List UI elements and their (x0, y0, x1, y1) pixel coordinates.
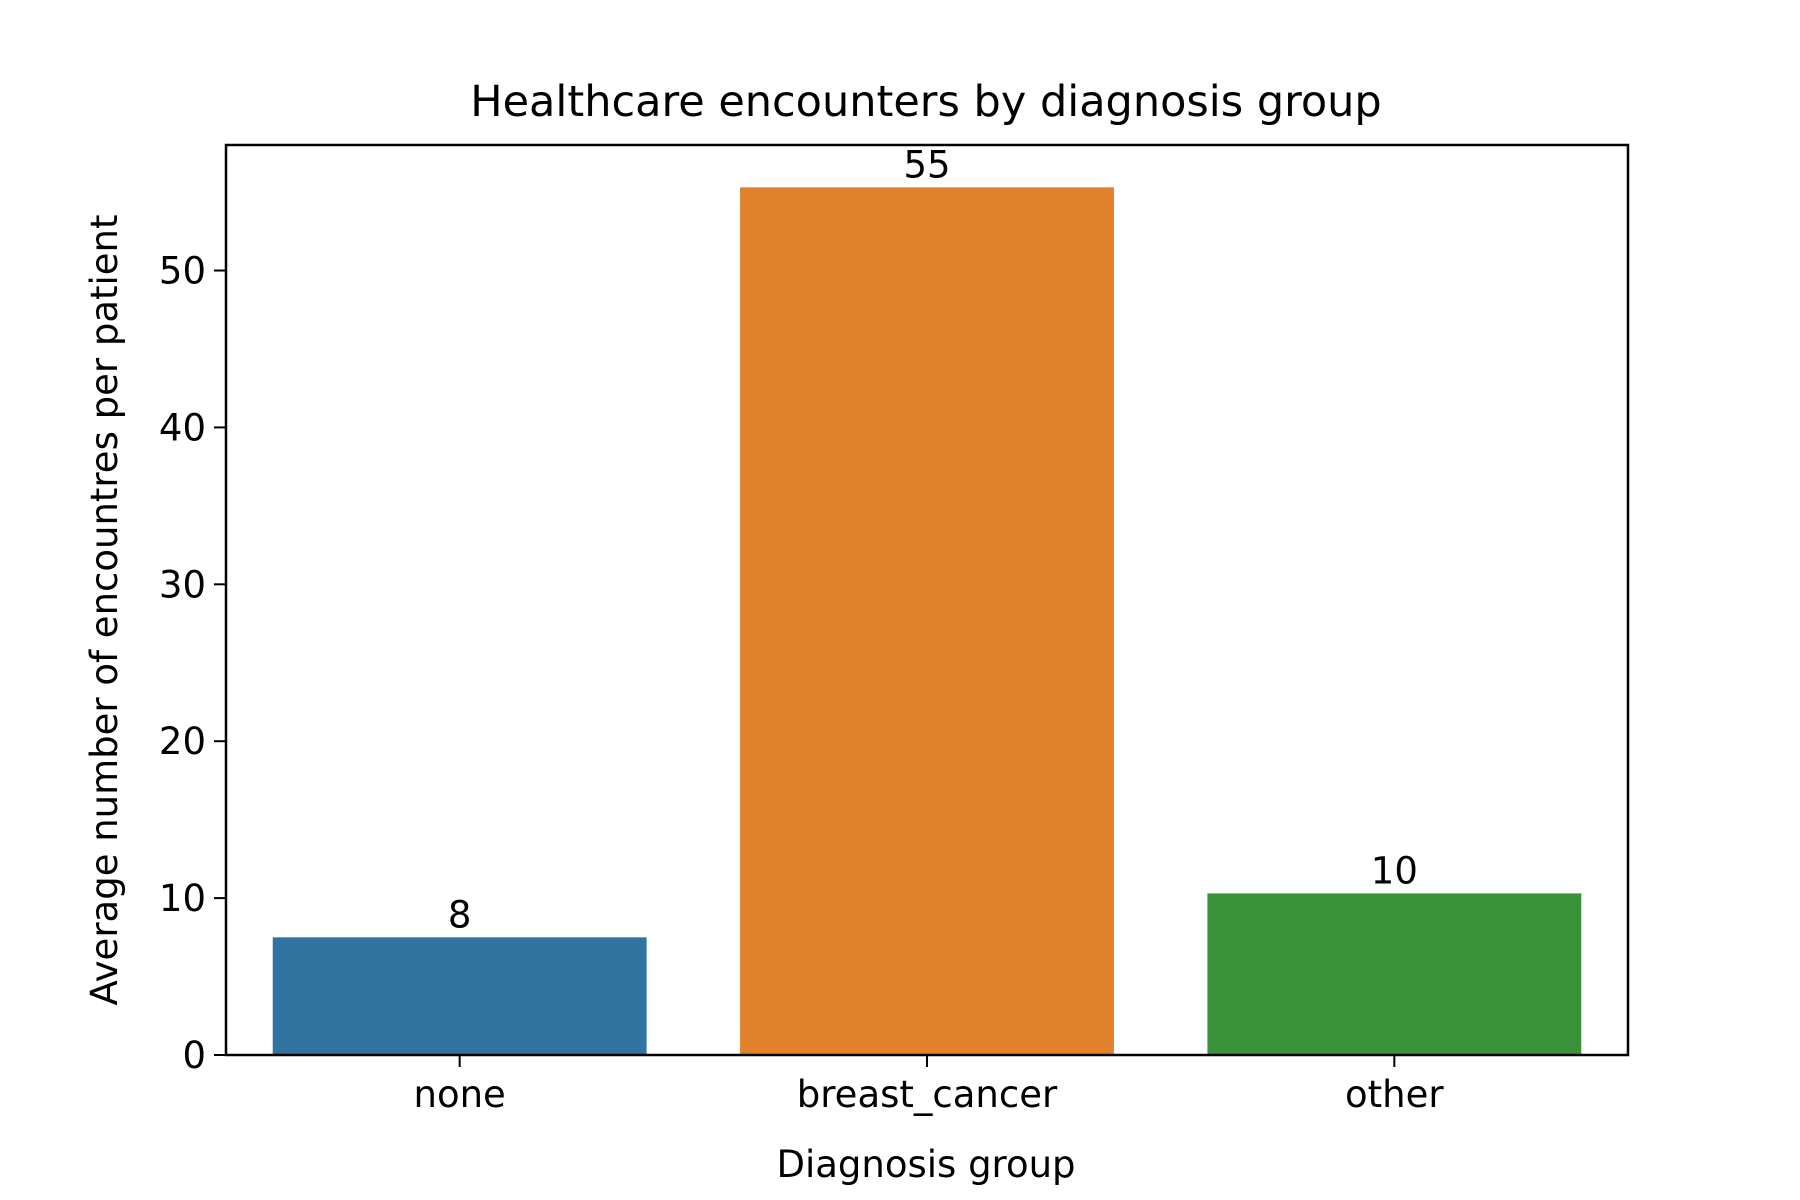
bar-breast-cancer (740, 187, 1114, 1056)
y-tick-label: 30 (159, 563, 206, 606)
y-axis-label: Average number of encountres per patient (83, 215, 126, 1006)
y-tick-label: 40 (159, 406, 206, 449)
y-tick-label: 50 (159, 250, 206, 293)
data-label-breast-cancer: 55 (903, 143, 950, 186)
data-label-other: 10 (1371, 849, 1418, 892)
x-tick-label: other (1345, 1073, 1444, 1116)
x-axis-ticks: none breast_cancer other (414, 1055, 1444, 1116)
y-tick-label: 0 (182, 1034, 206, 1077)
y-tick-label: 20 (159, 720, 206, 763)
x-tick-label: none (414, 1073, 506, 1116)
y-tick-label: 10 (159, 877, 206, 920)
plot-frame (224, 143, 1630, 1057)
data-labels-group: 8 55 10 (448, 143, 1418, 936)
x-tick-label: breast_cancer (797, 1073, 1058, 1116)
bar-other (1207, 893, 1582, 1055)
data-label-none: 8 (448, 893, 472, 936)
x-axis-label: Diagnosis group (776, 1143, 1075, 1186)
bars-group (272, 187, 1582, 1056)
chart-title: Healthcare encounters by diagnosis group (470, 77, 1381, 127)
y-axis-ticks: 0 10 20 30 40 50 (159, 250, 226, 1077)
bar-none (272, 937, 647, 1055)
